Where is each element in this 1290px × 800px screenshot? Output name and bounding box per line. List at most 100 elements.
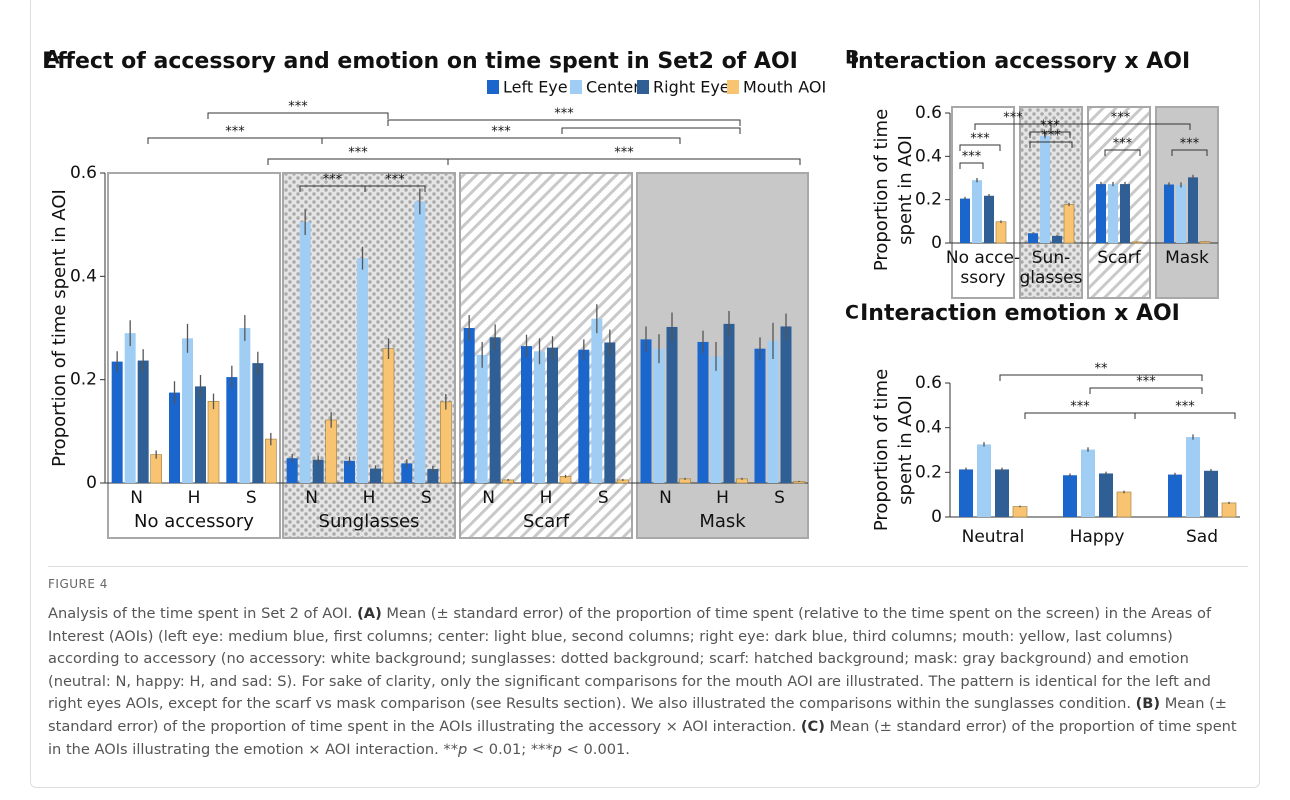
significance-bracket	[321, 137, 681, 144]
bar	[1063, 475, 1077, 517]
x-tick-label: Scarf	[1097, 248, 1142, 268]
bar	[265, 438, 277, 484]
x-tick-label: No acce-	[946, 248, 1020, 268]
x-tick-label: Sun-	[1032, 248, 1070, 268]
bar	[780, 326, 792, 483]
x-tick-label: S	[246, 488, 257, 508]
y-tick-label: 0.6	[70, 163, 97, 183]
significance-bracket	[1171, 149, 1208, 156]
legend-swatch	[570, 80, 582, 94]
bar	[312, 459, 324, 483]
bar	[111, 361, 123, 483]
bar	[534, 351, 545, 483]
bar	[1164, 184, 1174, 243]
significance-bracket	[1089, 387, 1203, 394]
bar	[195, 386, 206, 483]
bar	[137, 360, 149, 483]
x-tick-label: glasses	[1020, 268, 1083, 288]
significance-label: ***	[1175, 400, 1195, 415]
bar	[1081, 449, 1095, 517]
significance-bracket	[959, 162, 984, 169]
bar	[653, 348, 665, 483]
significance-label: ***	[323, 173, 343, 188]
bar	[995, 469, 1009, 517]
x-tick-label: H	[188, 488, 201, 508]
significance-label: ***	[348, 146, 368, 161]
bar	[1040, 135, 1050, 243]
bar	[150, 454, 162, 484]
legend-swatch	[487, 80, 499, 94]
bar	[984, 195, 994, 243]
bar	[1063, 204, 1075, 244]
significance-label: ***	[225, 125, 245, 140]
caption-segment: (B)	[1135, 695, 1161, 713]
bar	[767, 340, 779, 483]
bar	[207, 401, 220, 484]
bar	[977, 444, 991, 517]
caption-segment: (C)	[800, 717, 825, 735]
bar	[1168, 474, 1182, 517]
significance-label: ***	[1136, 375, 1156, 390]
bar	[286, 458, 298, 483]
y-axis-label: Proportion of time	[871, 369, 892, 531]
caption-segment: Mean (± standard error) of the proportio…	[48, 605, 1212, 713]
significance-bracket	[1029, 141, 1073, 148]
x-tick-label: H	[716, 488, 729, 508]
bar	[169, 392, 180, 483]
group-box	[1019, 106, 1083, 299]
bar	[299, 222, 311, 484]
x-tick-label: N	[659, 488, 672, 508]
significance-bracket	[447, 158, 801, 165]
bar	[972, 180, 982, 243]
caption-segment: Mean (± standard error) of the proportio…	[48, 695, 1228, 735]
x-tick-label: S	[421, 488, 432, 508]
legend-swatch	[637, 80, 649, 94]
bar	[476, 354, 488, 483]
significance-label: ***	[554, 107, 574, 122]
significance-label: ***	[1003, 111, 1023, 126]
group-label: Sunglasses	[319, 511, 420, 532]
x-tick-label: N	[130, 488, 143, 508]
bar	[1108, 184, 1118, 243]
caption-segment: < 0.001.	[562, 740, 630, 758]
x-tick-label: Sad	[1186, 527, 1218, 547]
bar	[1186, 437, 1200, 517]
bar	[697, 341, 709, 483]
bar	[547, 347, 558, 483]
x-tick-label: S	[598, 488, 609, 508]
bar	[723, 323, 735, 483]
y-axis-label: Proportion of time	[871, 109, 892, 271]
group-box	[107, 172, 281, 539]
bar	[427, 469, 439, 483]
bar	[1012, 506, 1028, 518]
caption-segment: (A)	[357, 605, 382, 622]
bar	[357, 258, 368, 483]
panel-letter: C	[845, 302, 859, 324]
significance-bracket	[207, 112, 389, 119]
significance-label: ***	[491, 125, 511, 140]
x-tick-label: N	[305, 488, 318, 508]
y-tick-label: 0	[86, 473, 97, 493]
y-tick-label: 0.4	[70, 266, 97, 286]
caption-segment: p	[552, 740, 563, 758]
bar	[1120, 184, 1130, 243]
legend-label: Right Eye	[653, 78, 730, 97]
group-label: Mask	[699, 511, 746, 532]
significance-bracket	[999, 374, 1203, 381]
y-tick-label: 0	[931, 507, 942, 527]
bar	[226, 377, 238, 483]
bar	[1028, 233, 1038, 243]
chart-title: Interaction accessory x AOI	[850, 49, 1190, 74]
y-tick-label: 0.2	[70, 370, 97, 390]
legend-label: Left Eye	[503, 78, 568, 97]
group-label: No accessory	[134, 511, 254, 532]
bar	[1099, 473, 1113, 517]
significance-bracket	[387, 119, 741, 126]
x-tick-label: S	[774, 488, 785, 508]
bar	[604, 342, 616, 483]
bar	[754, 348, 766, 483]
bar	[960, 198, 970, 243]
significance-label: ***	[614, 146, 634, 161]
significance-label: ***	[1040, 119, 1060, 134]
